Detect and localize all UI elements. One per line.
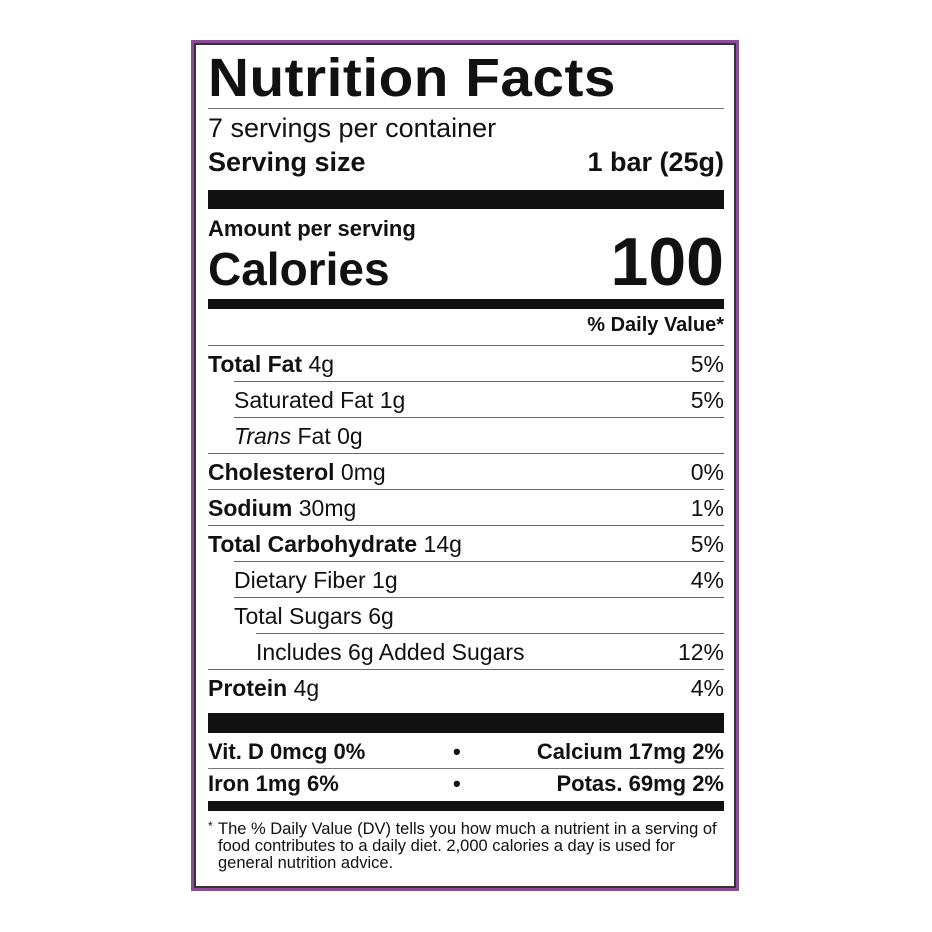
nutrient-row: Total Fat 4g 5% bbox=[208, 345, 724, 382]
nutrient-daily-value: 5% bbox=[690, 351, 724, 377]
nutrient-name: Total Carbohydrate bbox=[208, 531, 418, 557]
nutrient-amount: 1g bbox=[372, 567, 398, 593]
nutrient-name: Includes 6g Added Sugars bbox=[256, 639, 525, 665]
calories-value: 100 bbox=[610, 224, 724, 300]
nutrient-row: Includes 6g Added Sugars 12% bbox=[256, 633, 724, 670]
nutrition-facts-label: Nutrition Facts 7 servings per container… bbox=[191, 40, 739, 891]
nutrient-name: Dietary Fiber bbox=[234, 567, 366, 593]
thick-divider bbox=[208, 713, 724, 733]
nutrient-name: Trans bbox=[234, 423, 292, 449]
nutrient-amount: 0g bbox=[337, 423, 363, 449]
calories-label: Calories bbox=[208, 243, 390, 295]
nutrient-row: Total Sugars 6g bbox=[234, 597, 724, 634]
nutrient-amount: 30mg bbox=[298, 495, 357, 521]
nutrient-name: Sodium bbox=[208, 495, 293, 521]
nutrient-row: Sodium 30mg 1% bbox=[208, 489, 724, 526]
nutrient-daily-value: 12% bbox=[677, 639, 724, 665]
nutrient-amount: 4g bbox=[308, 351, 335, 377]
mineral-left: Iron 1mg 6% bbox=[208, 771, 339, 796]
nutrient-name: Total Sugars bbox=[234, 603, 362, 629]
nutrient-row: Cholesterol 0mg 0% bbox=[208, 453, 724, 490]
nutrient-daily-value: 1% bbox=[690, 495, 724, 521]
nutrient-name: Total Fat bbox=[208, 351, 303, 377]
nutrient-row: Dietary Fiber 1g 4% bbox=[234, 561, 724, 598]
bullet-icon: • bbox=[453, 739, 461, 764]
nutrient-amount: 14g bbox=[423, 531, 462, 557]
nutrient-row: Saturated Fat 1g 5% bbox=[234, 381, 724, 418]
nutrient-daily-value: 4% bbox=[690, 675, 724, 701]
nutrient-amount: 6g bbox=[368, 603, 394, 629]
nutrient-name-suffix: Fat bbox=[297, 423, 331, 449]
mineral-right: Potas. 69mg 2% bbox=[556, 771, 724, 796]
medium-divider bbox=[208, 801, 724, 811]
nutrient-name: Protein bbox=[208, 675, 288, 701]
nutrient-name: Cholesterol bbox=[208, 459, 335, 485]
footnote: The % Daily Value (DV) tells you how muc… bbox=[218, 820, 717, 872]
footnote-marker: * bbox=[208, 819, 213, 833]
nutrient-amount: 1g bbox=[379, 387, 406, 413]
divider bbox=[208, 108, 724, 109]
bullet-icon: • bbox=[453, 771, 461, 796]
nutrient-daily-value: 4% bbox=[690, 567, 724, 593]
nutrient-daily-value: 0% bbox=[690, 459, 724, 485]
nutrient-row: Protein 4g 4% bbox=[208, 669, 724, 706]
mineral-row: Vit. D 0mcg 0% • Calcium 17mg 2% bbox=[208, 737, 724, 767]
mineral-right: Calcium 17mg 2% bbox=[536, 739, 724, 764]
title: Nutrition Facts bbox=[208, 48, 616, 108]
servings-per-container: 7 servings per container bbox=[208, 113, 497, 143]
medium-divider bbox=[208, 299, 724, 309]
mineral-row: Iron 1mg 6% • Potas. 69mg 2% bbox=[208, 768, 724, 799]
thick-divider bbox=[208, 190, 724, 209]
serving-size-label: Serving size bbox=[208, 147, 366, 177]
nutrient-row: Trans Fat 0g bbox=[234, 417, 724, 454]
nutrient-amount: 0mg bbox=[340, 459, 386, 485]
daily-value-header: % Daily Value* bbox=[587, 314, 724, 336]
serving-size-value: 1 bar (25g) bbox=[587, 147, 724, 177]
nutrient-name: Saturated Fat bbox=[234, 387, 374, 413]
amount-per-serving: Amount per serving bbox=[208, 216, 416, 241]
nutrient-row: Total Carbohydrate 14g 5% bbox=[208, 525, 724, 562]
nutrient-amount: 4g bbox=[293, 675, 320, 701]
nutrient-daily-value: 5% bbox=[690, 531, 724, 557]
mineral-left: Vit. D 0mcg 0% bbox=[208, 739, 366, 764]
nutrient-daily-value: 5% bbox=[690, 387, 724, 413]
